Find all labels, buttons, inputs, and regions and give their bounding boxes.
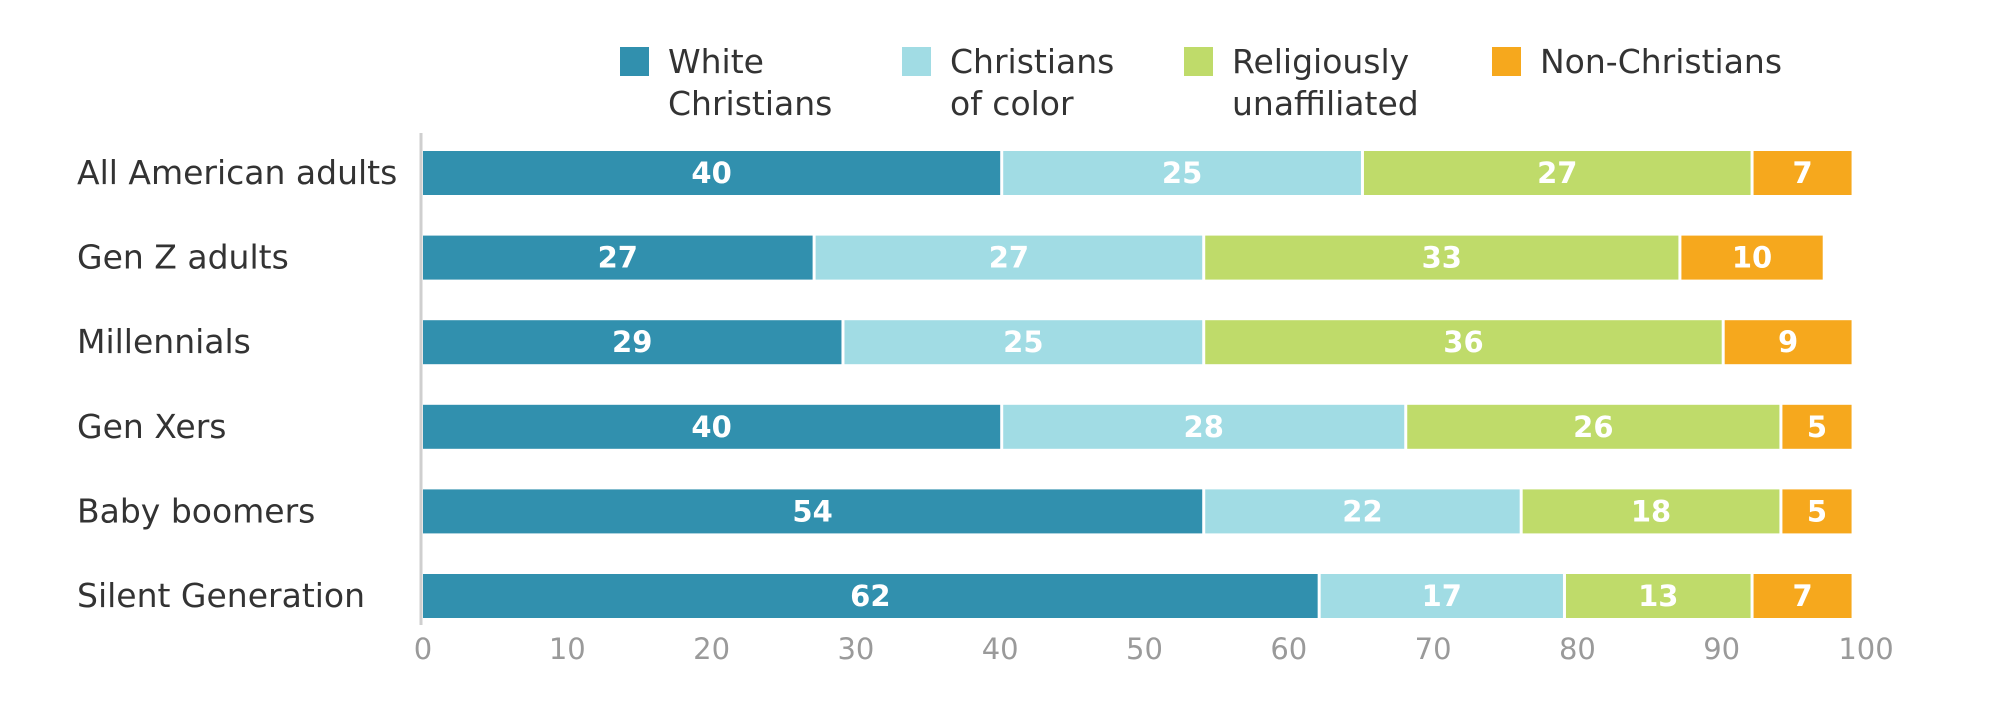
x-axis: 0 10 20 30 40 50 60 70 80 90 100 xyxy=(414,133,1894,666)
data-label: 5 xyxy=(1807,410,1827,444)
data-label: 27 xyxy=(1537,156,1577,190)
category-label: Baby boomers xyxy=(77,491,315,530)
data-label: 25 xyxy=(1003,325,1043,359)
data-label: 7 xyxy=(1792,579,1812,613)
bar-row-all-american-adults: 40 25 27 7 xyxy=(423,151,1852,195)
bar-row-gen-xers: 40 28 26 5 xyxy=(423,404,1852,449)
legend: White Christians Christians of color Religio… xyxy=(620,42,1782,123)
legend-label-non-christians: Non-Christians xyxy=(1540,42,1782,81)
bar-segment-christians-of-color xyxy=(1205,489,1520,534)
data-label: 33 xyxy=(1422,241,1462,275)
data-label: 29 xyxy=(612,325,652,359)
bar-segment-religiously-unaffiliated xyxy=(1205,320,1722,365)
bars: 40 25 27 7 27 27 33 10 29 25 36 9 40 28 26 5 54 22 18 5 62 17… xyxy=(423,151,1852,618)
data-label: 28 xyxy=(1184,410,1224,444)
legend-label-religiously-unaffiliated: Religiously unaffiliated xyxy=(1232,42,1419,123)
x-tick-label: 50 xyxy=(1126,632,1163,666)
legend-swatch-religiously-unaffiliated xyxy=(1184,47,1213,76)
bar-segment-christians-of-color xyxy=(1003,404,1405,449)
x-tick-label: 70 xyxy=(1415,632,1452,666)
x-tick-label: 40 xyxy=(982,632,1019,666)
data-label: 18 xyxy=(1631,494,1671,528)
data-label: 7 xyxy=(1792,156,1812,190)
bar-row-baby-boomers: 54 22 18 5 xyxy=(423,489,1852,534)
bar-segment-white-christians xyxy=(423,320,842,365)
x-tick-label: 90 xyxy=(1703,632,1740,666)
data-label: 54 xyxy=(792,494,832,528)
bar-segment-religiously-unaffiliated xyxy=(1522,489,1780,534)
data-label: 10 xyxy=(1732,241,1772,275)
data-label: 17 xyxy=(1422,579,1462,613)
category-label: Silent Generation xyxy=(77,576,365,615)
bar-segment-non-christians xyxy=(1753,151,1852,195)
bar-segment-religiously-unaffiliated xyxy=(1565,574,1751,618)
bar-segment-religiously-unaffiliated xyxy=(1363,151,1751,195)
bar-row-millennials: 29 25 36 9 xyxy=(423,320,1852,365)
legend-swatch-non-christians xyxy=(1492,47,1521,76)
data-label: 27 xyxy=(989,241,1029,275)
legend-label-white-christians: White Christians xyxy=(668,42,832,123)
bar-segment-religiously-unaffiliated xyxy=(1205,235,1679,280)
bar-segment-christians-of-color xyxy=(1003,151,1361,195)
bar-row-silent-generation: 62 17 13 7 xyxy=(423,574,1852,618)
bar-segment-christians-of-color xyxy=(844,320,1203,365)
category-label: Gen Z adults xyxy=(77,238,289,277)
bar-segment-white-christians xyxy=(423,574,1318,618)
bar-segment-christians-of-color xyxy=(815,235,1203,280)
x-tick-label: 0 xyxy=(414,632,432,666)
bar-segment-white-christians xyxy=(423,151,1001,195)
data-label: 25 xyxy=(1162,156,1202,190)
x-tick-label: 60 xyxy=(1270,632,1307,666)
data-label: 5 xyxy=(1807,494,1827,528)
bar-segment-white-christians xyxy=(423,404,1001,449)
category-label: Millennials xyxy=(77,322,251,361)
category-label: All American adults xyxy=(77,153,397,192)
bar-segment-white-christians xyxy=(423,489,1203,534)
data-label: 40 xyxy=(691,156,731,190)
x-tick-label: 100 xyxy=(1838,632,1893,666)
data-label: 27 xyxy=(598,241,638,275)
data-label: 9 xyxy=(1778,325,1798,359)
x-tick-label: 10 xyxy=(549,632,586,666)
x-tick-label: 20 xyxy=(693,632,730,666)
data-label: 22 xyxy=(1342,494,1382,528)
legend-swatch-christians-of-color xyxy=(902,47,931,76)
category-label: Gen Xers xyxy=(77,407,226,446)
data-label: 62 xyxy=(850,579,890,613)
bar-row-gen-z-adults: 27 27 33 10 xyxy=(423,235,1823,280)
bar-segment-non-christians xyxy=(1753,574,1852,618)
data-label: 36 xyxy=(1443,325,1483,359)
legend-swatch-white-christians xyxy=(620,47,649,76)
category-labels: All American adults Gen Z adults Millennia… xyxy=(77,153,397,615)
x-tick-label: 80 xyxy=(1559,632,1596,666)
bar-segment-non-christians xyxy=(1782,489,1852,534)
bar-segment-non-christians xyxy=(1681,235,1823,280)
bar-segment-non-christians xyxy=(1782,404,1852,449)
bar-segment-christians-of-color xyxy=(1320,574,1563,618)
data-label: 13 xyxy=(1638,579,1678,613)
data-label: 26 xyxy=(1573,410,1613,444)
legend-label-christians-of-color: Christians of color xyxy=(950,42,1114,123)
x-tick-label: 30 xyxy=(837,632,874,666)
bar-segment-religiously-unaffiliated xyxy=(1407,404,1780,449)
bar-segment-white-christians xyxy=(423,235,813,280)
data-label: 40 xyxy=(691,410,731,444)
bar-segment-non-christians xyxy=(1724,320,1852,365)
